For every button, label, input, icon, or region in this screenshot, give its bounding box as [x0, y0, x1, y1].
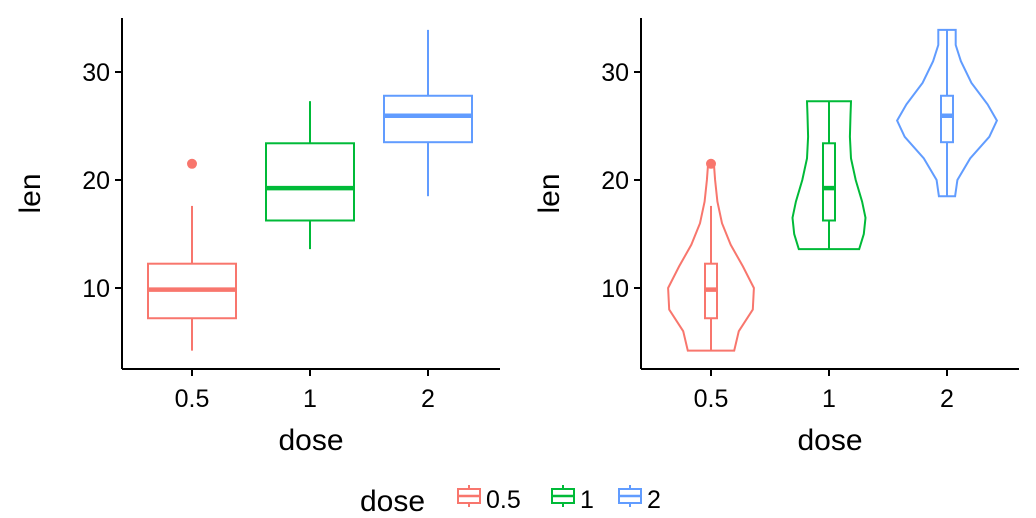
legend-label: 2	[647, 486, 661, 514]
y-tick-label: 10	[601, 275, 629, 303]
boxplot-panel: 10 20 30 0.5 1 2 dose len	[14, 18, 500, 457]
series-1	[265, 101, 355, 250]
legend: dose 0.5 1 2	[360, 485, 661, 518]
outlier-point	[187, 158, 197, 169]
series-2	[383, 29, 473, 197]
legend-title: dose	[360, 485, 425, 518]
x-axis-title: dose	[797, 424, 862, 457]
series-2	[895, 28, 999, 198]
violin-outline	[895, 28, 999, 198]
box	[383, 94, 473, 144]
x-tick-label: 1	[822, 385, 836, 413]
series-1	[791, 100, 867, 251]
legend-item-1: 1	[551, 485, 594, 514]
box	[940, 94, 954, 144]
legend-item-0.5: 0.5	[457, 485, 521, 514]
x-axis-title: dose	[278, 424, 343, 457]
y-tick-label: 20	[82, 167, 110, 195]
legend-item-2: 2	[618, 485, 661, 514]
x-tick-label: 0.5	[175, 385, 210, 413]
series-0.5	[147, 158, 237, 351]
legend-label: 1	[580, 486, 594, 514]
box	[822, 142, 836, 222]
x-tick-label: 1	[303, 385, 317, 413]
box	[265, 142, 355, 222]
y-tick-label: 20	[601, 167, 629, 195]
y-tick-label: 10	[82, 275, 110, 303]
x-tick-label: 0.5	[694, 385, 729, 413]
outlier-point	[706, 158, 716, 169]
y-tick-label: 30	[82, 59, 110, 87]
violin-panel: 10 20 30 0.5 1 2 dose len	[533, 18, 1019, 457]
x-tick-label: 2	[940, 385, 954, 413]
series-0.5	[667, 158, 755, 352]
y-axis-title: len	[14, 173, 47, 213]
y-tick-label: 30	[601, 59, 629, 87]
legend-label: 0.5	[486, 486, 521, 514]
violin-outline	[791, 100, 867, 251]
y-axis-title: len	[533, 173, 566, 213]
x-tick-label: 2	[421, 385, 435, 413]
